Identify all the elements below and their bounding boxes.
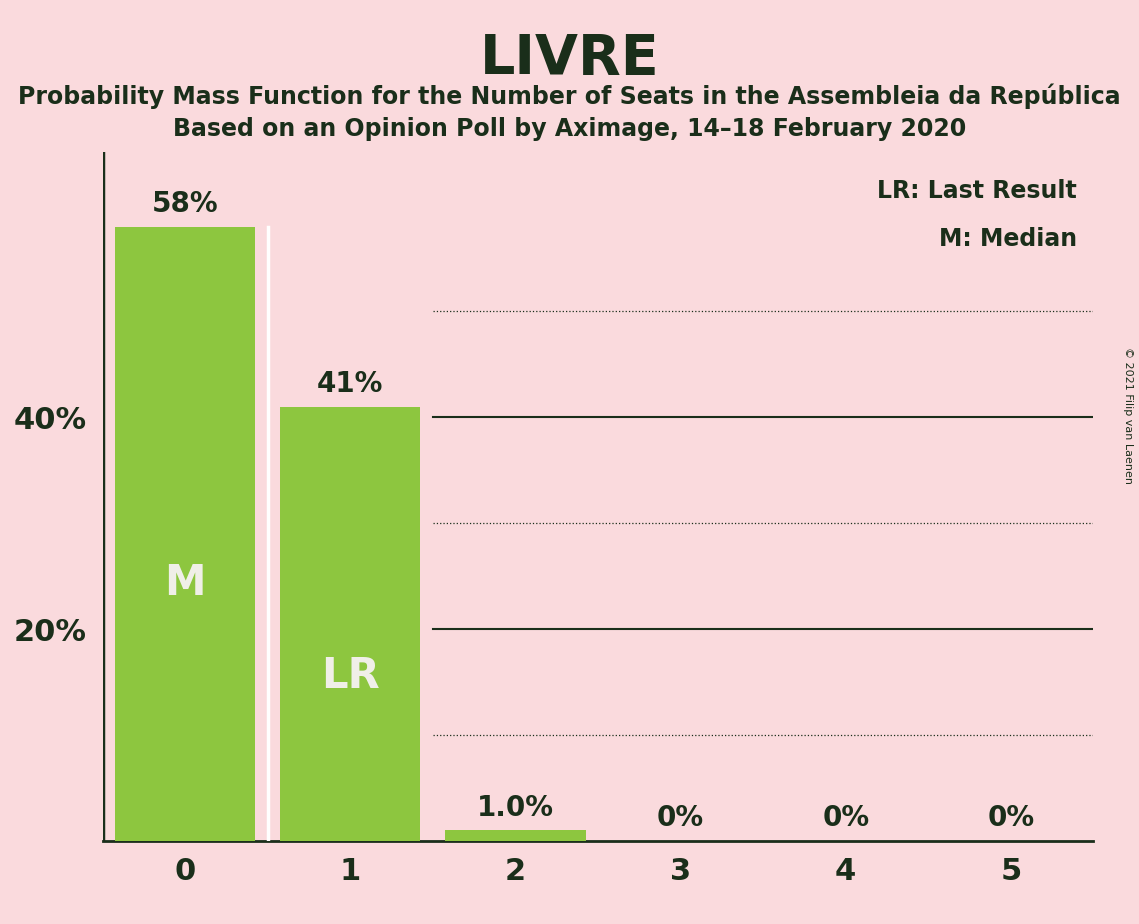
- Bar: [445, 831, 585, 841]
- Text: LIVRE: LIVRE: [480, 32, 659, 86]
- Text: 58%: 58%: [151, 190, 219, 218]
- Text: Based on an Opinion Poll by Aximage, 14–18 February 2020: Based on an Opinion Poll by Aximage, 14–…: [173, 117, 966, 141]
- Text: Probability Mass Function for the Number of Seats in the Assembleia da República: Probability Mass Function for the Number…: [18, 83, 1121, 109]
- Text: 1.0%: 1.0%: [477, 794, 554, 821]
- Text: M: Median: M: Median: [939, 226, 1077, 250]
- Text: 0%: 0%: [822, 805, 869, 833]
- Text: M: M: [164, 562, 206, 604]
- Text: LR: Last Result: LR: Last Result: [877, 179, 1077, 203]
- Text: 0%: 0%: [988, 805, 1034, 833]
- Text: LR: LR: [321, 655, 379, 697]
- Bar: [115, 226, 255, 841]
- Text: 41%: 41%: [317, 371, 384, 398]
- Text: © 2021 Filip van Laenen: © 2021 Filip van Laenen: [1123, 347, 1133, 484]
- Text: 0%: 0%: [657, 805, 704, 833]
- Bar: [280, 407, 420, 841]
